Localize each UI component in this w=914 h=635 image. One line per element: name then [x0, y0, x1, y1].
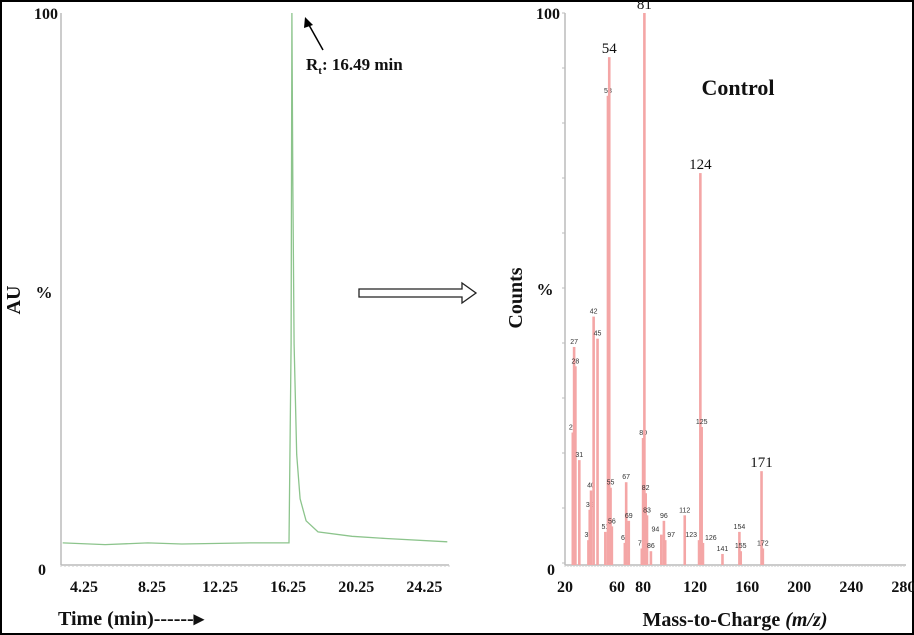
peak-26	[571, 432, 575, 565]
peak-96	[662, 520, 666, 565]
peak-172	[761, 548, 765, 565]
right-xtick-label: 80	[635, 579, 651, 596]
peak-40	[589, 490, 593, 565]
peak-54	[607, 57, 611, 565]
peak-28	[574, 366, 577, 565]
peak-label-86: 86	[647, 543, 655, 550]
peak-label-155: 155	[735, 543, 747, 550]
peak-label-81: 81	[637, 0, 652, 13]
peak-label-51: 51	[601, 524, 609, 531]
peak-label-96: 96	[660, 513, 668, 520]
peak-label-172: 172	[757, 540, 769, 547]
peak-label-124: 124	[689, 157, 712, 173]
peak-83	[645, 515, 649, 565]
peak-label-94: 94	[652, 527, 660, 534]
right-ytick-0: 0	[547, 562, 555, 579]
peak-123	[697, 540, 701, 565]
peak-80	[641, 438, 645, 565]
left-xtick-label: 4.25	[70, 579, 98, 596]
peak-label-28: 28	[572, 358, 580, 365]
mass-spectrum: 20 60 80 120 160 200 240 2802627283138394042455…	[557, 0, 914, 596]
peak-125	[700, 427, 703, 565]
left-ylabel: AU	[3, 286, 25, 315]
peak-label-154: 154	[734, 524, 746, 531]
peak-67	[624, 482, 628, 565]
left-xlabel: Time (min)------▸	[58, 608, 205, 630]
peak-53	[606, 95, 610, 566]
peak-label-125: 125	[696, 419, 708, 426]
left-xtick-label: 8.25	[138, 579, 166, 596]
right-xtick-label: 240	[839, 579, 863, 596]
peak-79	[640, 548, 644, 565]
left-xtick-label: 12.25	[202, 579, 238, 596]
peak-27	[572, 346, 576, 565]
peak-141	[721, 553, 724, 565]
right-xtick-label: 280	[891, 579, 914, 596]
peak-label-27: 27	[570, 339, 578, 346]
peak-label-45: 45	[594, 331, 602, 338]
left-ytick-0: 0	[38, 562, 46, 579]
peak-69	[627, 520, 631, 565]
right-title: Control	[702, 75, 775, 100]
right-xtick-label: 160	[735, 579, 759, 596]
peak-label-67: 67	[622, 474, 630, 481]
left-xtick-label: 16.25	[270, 579, 306, 596]
right-xtick-label: 20	[557, 579, 573, 596]
peak-31	[578, 460, 581, 565]
peak-label-112: 112	[679, 507, 690, 514]
peak-155	[739, 551, 743, 565]
annotation-arrow	[304, 17, 324, 51]
peak-97	[663, 540, 667, 565]
peak-124	[699, 173, 702, 565]
peak-56	[610, 526, 614, 565]
peak-label-141: 141	[717, 546, 729, 553]
peak-label-82: 82	[642, 485, 650, 492]
peak-51	[604, 531, 607, 565]
right-y-unit: %	[537, 280, 554, 299]
peak-label-55: 55	[607, 480, 615, 487]
peak-94	[660, 534, 663, 565]
peak-label-83: 83	[643, 507, 651, 514]
peak-label-171: 171	[750, 455, 773, 471]
peak-81	[643, 13, 646, 565]
peak-39	[588, 509, 592, 565]
peak-label-97: 97	[667, 532, 675, 539]
left-xtick-label: 20.25	[338, 579, 374, 596]
left-ytick-100: 100	[34, 6, 58, 23]
retention-annotation: Rt: 16.49 min	[306, 55, 403, 77]
peak-86	[649, 551, 653, 565]
peak-label-56: 56	[608, 518, 616, 525]
peak-label-42: 42	[590, 309, 598, 316]
chromatogram: 4.25 8.25 12.25 16.25 20.25 24.25	[60, 12, 450, 596]
right-xtick-label: 120	[683, 579, 707, 596]
peak-label-69: 69	[625, 513, 633, 520]
peak-45	[596, 338, 599, 565]
peak-label-54: 54	[602, 41, 618, 57]
peak-label-126: 126	[705, 535, 717, 542]
chromatogram-trace	[62, 12, 448, 546]
peak-82	[644, 493, 647, 565]
peak-66	[623, 542, 627, 565]
right-xtick-label: 60	[609, 579, 625, 596]
hollow-right-arrow-icon	[358, 281, 478, 305]
peak-126	[701, 542, 705, 565]
left-y-unit: %	[36, 283, 53, 302]
right-ylabel: Counts	[505, 267, 527, 328]
peak-42	[592, 316, 595, 565]
right-xtick-label: 200	[787, 579, 811, 596]
right-xlabel: Mass-to-Charge (m/z)	[643, 609, 828, 631]
left-xtick-label: 24.25	[406, 579, 442, 596]
peak-154	[738, 531, 741, 565]
peak-label-31: 31	[575, 452, 583, 459]
peak-38	[587, 540, 590, 565]
peak-label-123: 123	[685, 532, 697, 539]
peak-112	[683, 515, 687, 565]
peak-label-40: 40	[587, 482, 595, 489]
peak-171	[760, 471, 763, 565]
peak-55	[609, 487, 612, 565]
right-ytick-100: 100	[536, 6, 560, 23]
